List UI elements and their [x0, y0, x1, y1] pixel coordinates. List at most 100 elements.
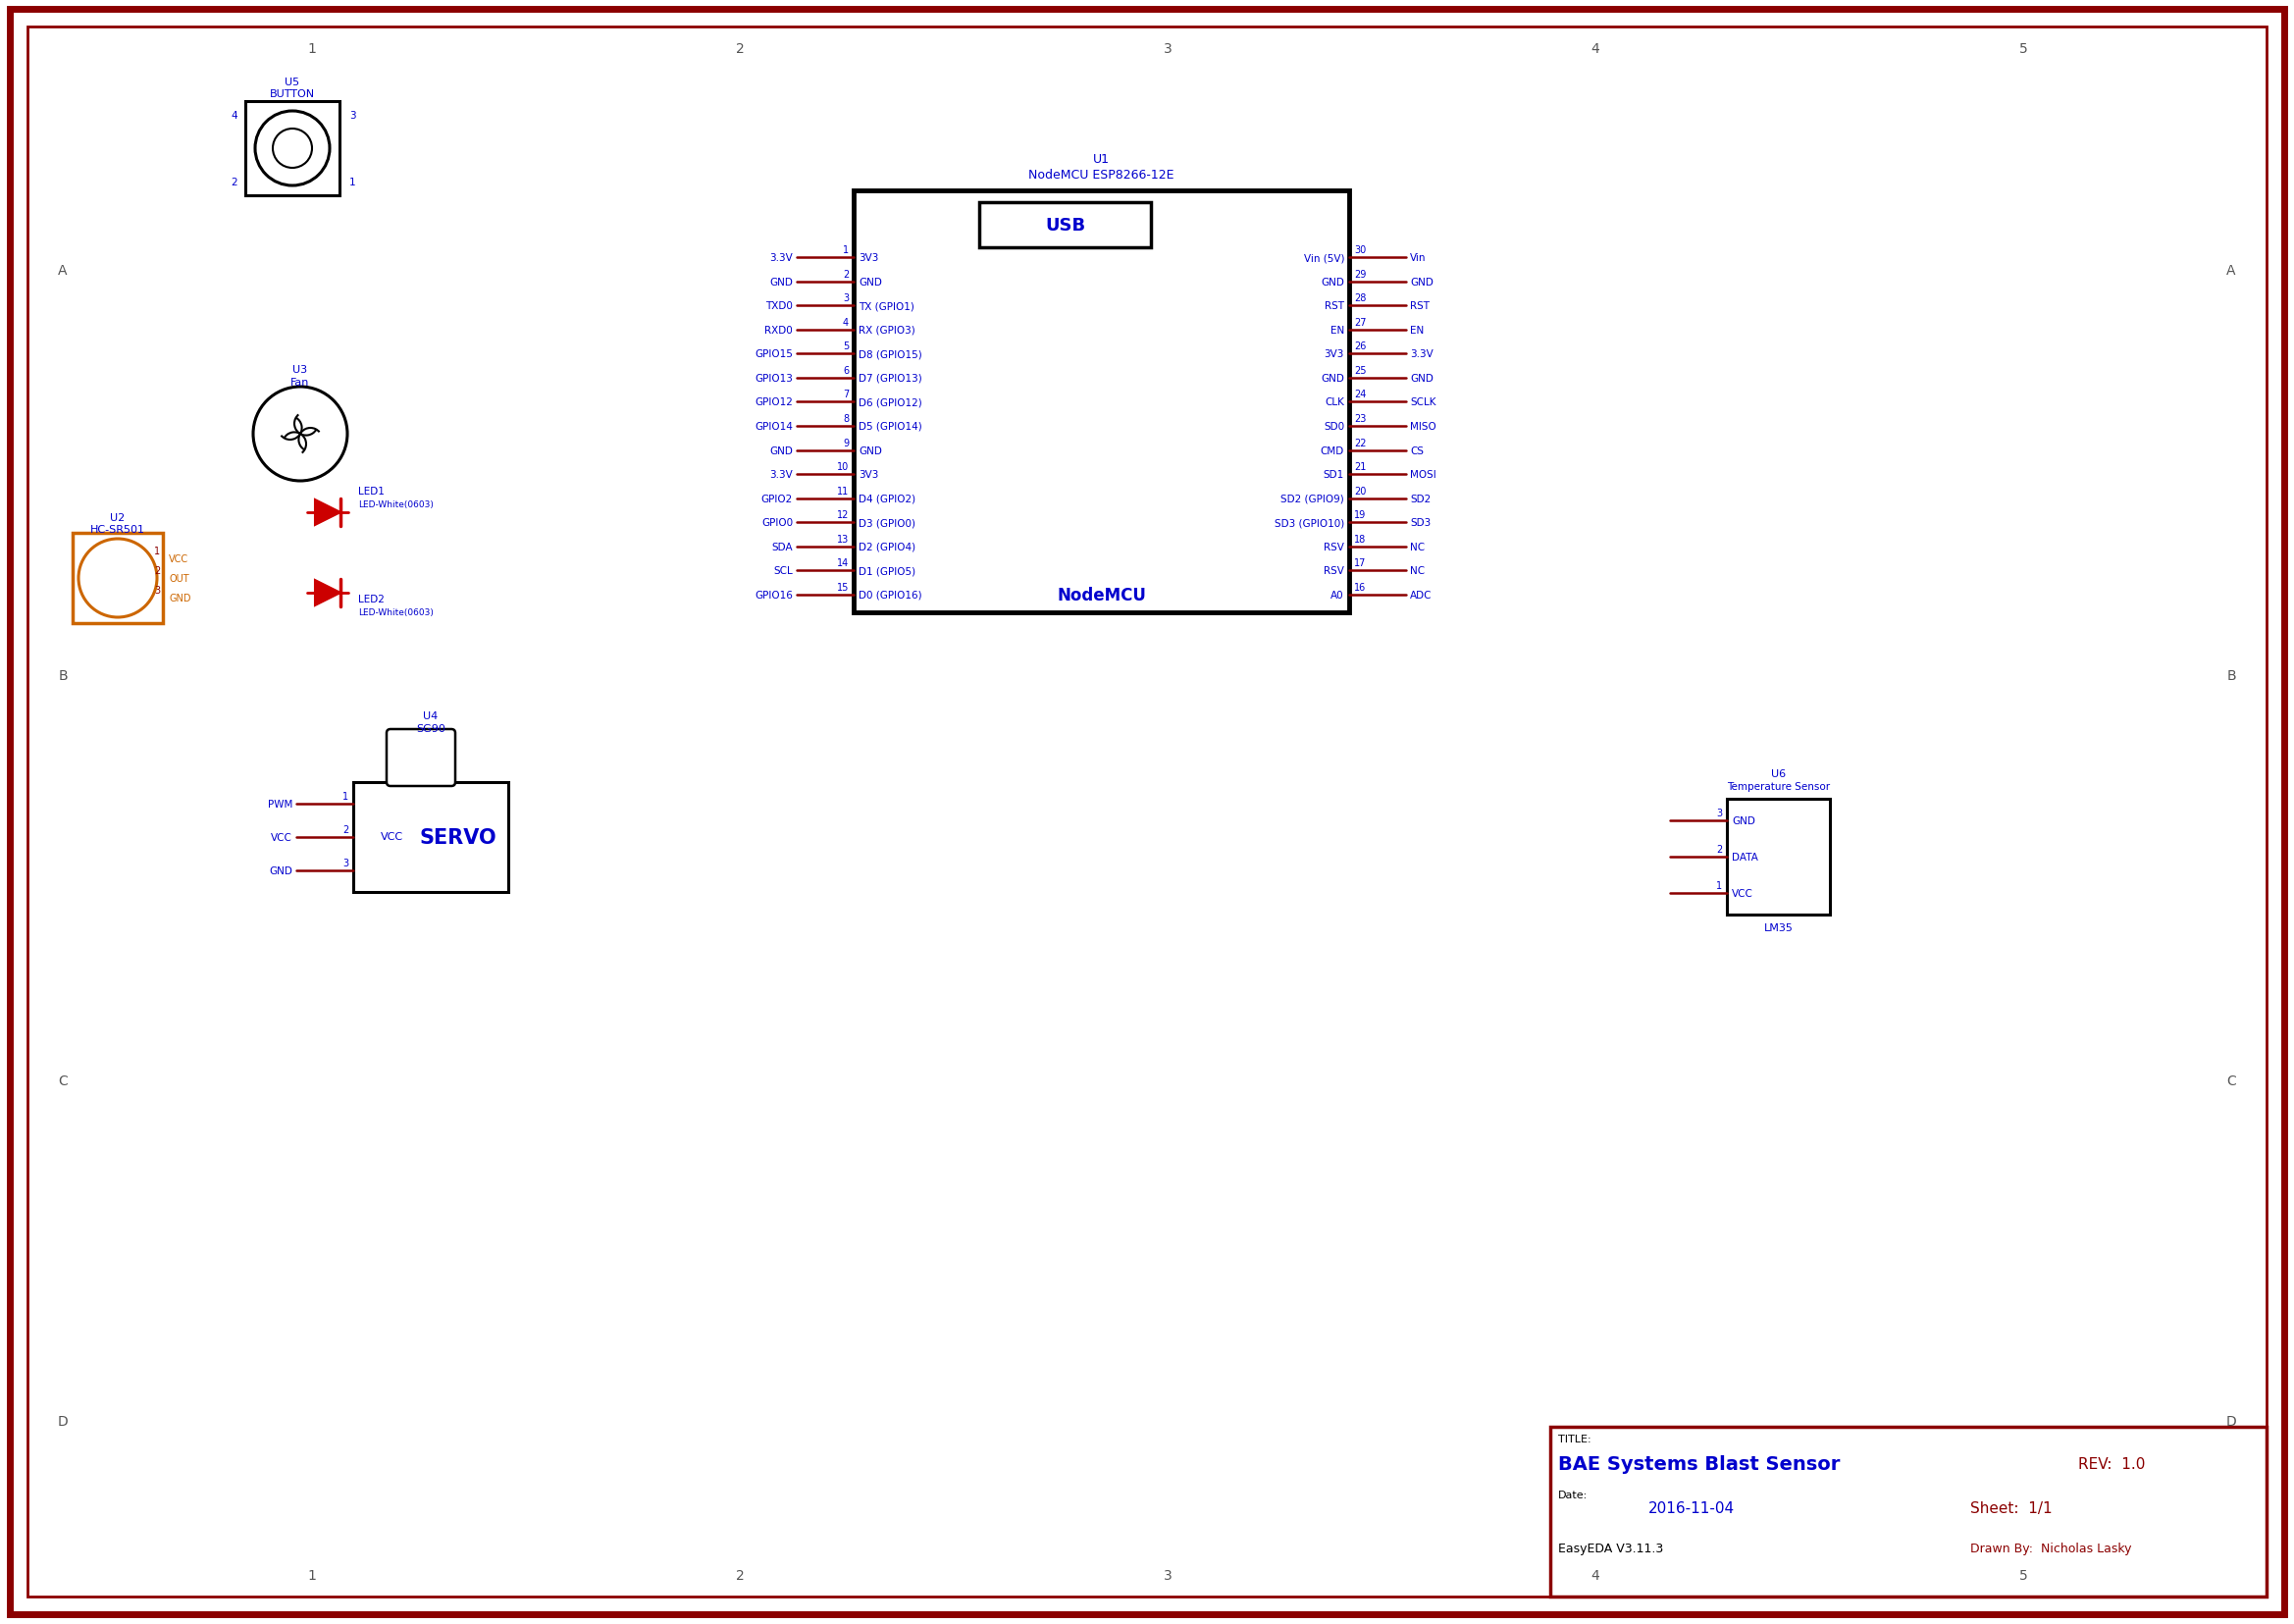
Text: 3: 3	[342, 857, 349, 867]
Text: SD3: SD3	[1411, 518, 1431, 528]
Text: SDA: SDA	[771, 542, 794, 552]
Text: MISO: MISO	[1411, 422, 1436, 432]
Text: REV:  1.0: REV: 1.0	[2078, 1457, 2145, 1471]
Text: SD2 (GPIO9): SD2 (GPIO9)	[1280, 494, 1344, 503]
Text: GPIO0: GPIO0	[762, 518, 794, 528]
Text: 25: 25	[1353, 365, 1367, 375]
Text: NodeMCU ESP8266-12E: NodeMCU ESP8266-12E	[1028, 169, 1175, 180]
Text: 16: 16	[1353, 583, 1365, 593]
Text: SCL: SCL	[773, 567, 794, 577]
Circle shape	[255, 112, 330, 187]
Text: VCC: VCC	[381, 831, 404, 841]
Text: NC: NC	[1411, 567, 1425, 577]
Text: 12: 12	[837, 510, 849, 520]
Text: CMD: CMD	[1321, 445, 1344, 456]
Text: Vin: Vin	[1411, 253, 1427, 263]
Bar	[245, 102, 340, 197]
Text: 4: 4	[842, 317, 849, 328]
Text: LM35: LM35	[1764, 922, 1794, 932]
Text: 21: 21	[1353, 463, 1367, 473]
Text: 1: 1	[1716, 880, 1723, 890]
Text: TITLE:: TITLE:	[1558, 1434, 1592, 1444]
Text: 1: 1	[342, 791, 349, 801]
Text: 7: 7	[842, 390, 849, 400]
Bar	[1551, 1427, 2266, 1596]
Text: U2: U2	[110, 513, 126, 523]
Text: 4: 4	[1592, 42, 1599, 55]
Text: 1: 1	[349, 177, 356, 187]
Text: VCC: VCC	[271, 833, 291, 843]
Text: 23: 23	[1353, 414, 1367, 424]
Text: RSV: RSV	[1324, 542, 1344, 552]
Text: D1 (GPIO5): D1 (GPIO5)	[858, 567, 915, 577]
Text: DATA: DATA	[1732, 853, 1757, 862]
Text: Vin (5V): Vin (5V)	[1303, 253, 1344, 263]
Text: CLK: CLK	[1324, 398, 1344, 408]
Text: D2 (GPIO4): D2 (GPIO4)	[858, 542, 915, 552]
Text: U3: U3	[294, 365, 307, 375]
Text: D5 (GPIO14): D5 (GPIO14)	[858, 422, 922, 432]
Text: D3 (GPIO0): D3 (GPIO0)	[858, 518, 915, 528]
Text: Temperature Sensor: Temperature Sensor	[1727, 781, 1831, 791]
Text: 3.3V: 3.3V	[768, 469, 794, 479]
Text: GND: GND	[768, 278, 794, 287]
Text: RX (GPIO3): RX (GPIO3)	[858, 325, 915, 335]
Text: 18: 18	[1353, 534, 1365, 544]
Text: C: C	[57, 1075, 67, 1088]
Text: Date:: Date:	[1558, 1489, 1587, 1499]
Text: EN: EN	[1411, 325, 1425, 335]
Text: 3V3: 3V3	[1324, 349, 1344, 359]
Text: SCLK: SCLK	[1411, 398, 1436, 408]
Text: D0 (GPIO16): D0 (GPIO16)	[858, 591, 922, 601]
Text: OUT: OUT	[170, 573, 188, 583]
Text: A: A	[57, 265, 67, 278]
Text: D4 (GPIO2): D4 (GPIO2)	[858, 494, 915, 503]
Text: D6 (GPIO12): D6 (GPIO12)	[858, 398, 922, 408]
Text: 28: 28	[1353, 294, 1367, 304]
Circle shape	[273, 130, 312, 169]
Text: SG90: SG90	[415, 724, 445, 734]
Text: NC: NC	[1411, 542, 1425, 552]
Text: 2: 2	[1716, 844, 1723, 854]
Text: 26: 26	[1353, 341, 1367, 351]
Text: BAE Systems Blast Sensor: BAE Systems Blast Sensor	[1558, 1455, 1840, 1473]
Text: USB: USB	[1044, 216, 1085, 234]
Text: U5: U5	[284, 78, 301, 88]
Text: GND: GND	[858, 445, 881, 456]
Text: EasyEDA V3.11.3: EasyEDA V3.11.3	[1558, 1543, 1663, 1554]
Text: 29: 29	[1353, 270, 1367, 279]
Text: C: C	[2227, 1075, 2237, 1088]
Text: 2016-11-04: 2016-11-04	[1649, 1501, 1734, 1515]
Text: ADC: ADC	[1411, 591, 1431, 601]
Text: SD0: SD0	[1324, 422, 1344, 432]
Text: VCC: VCC	[1732, 888, 1753, 898]
Text: SERVO: SERVO	[420, 828, 498, 848]
Text: A0: A0	[1331, 591, 1344, 601]
Text: 3: 3	[1716, 809, 1723, 818]
Text: 9: 9	[842, 438, 849, 448]
Bar	[1727, 799, 1831, 914]
Text: GPIO16: GPIO16	[755, 591, 794, 601]
Text: LED2: LED2	[358, 594, 385, 604]
Text: RXD0: RXD0	[764, 325, 794, 335]
Text: 24: 24	[1353, 390, 1367, 400]
Text: 2: 2	[342, 825, 349, 835]
Text: GPIO13: GPIO13	[755, 374, 794, 383]
Text: SD3 (GPIO10): SD3 (GPIO10)	[1273, 518, 1344, 528]
Text: RST: RST	[1324, 300, 1344, 312]
Text: LED-White(0603): LED-White(0603)	[358, 500, 434, 510]
Text: GND: GND	[268, 866, 291, 875]
Text: GND: GND	[768, 445, 794, 456]
Text: 14: 14	[837, 559, 849, 568]
Text: RSV: RSV	[1324, 567, 1344, 577]
Text: GPIO14: GPIO14	[755, 422, 794, 432]
Text: GND: GND	[1732, 815, 1755, 825]
Text: VCC: VCC	[170, 554, 188, 564]
Text: D: D	[57, 1415, 69, 1429]
Bar	[853, 192, 1349, 612]
FancyBboxPatch shape	[388, 729, 454, 786]
Text: 2: 2	[736, 42, 743, 55]
Polygon shape	[314, 500, 340, 526]
Text: TXD0: TXD0	[766, 300, 794, 312]
Text: 30: 30	[1353, 245, 1365, 255]
